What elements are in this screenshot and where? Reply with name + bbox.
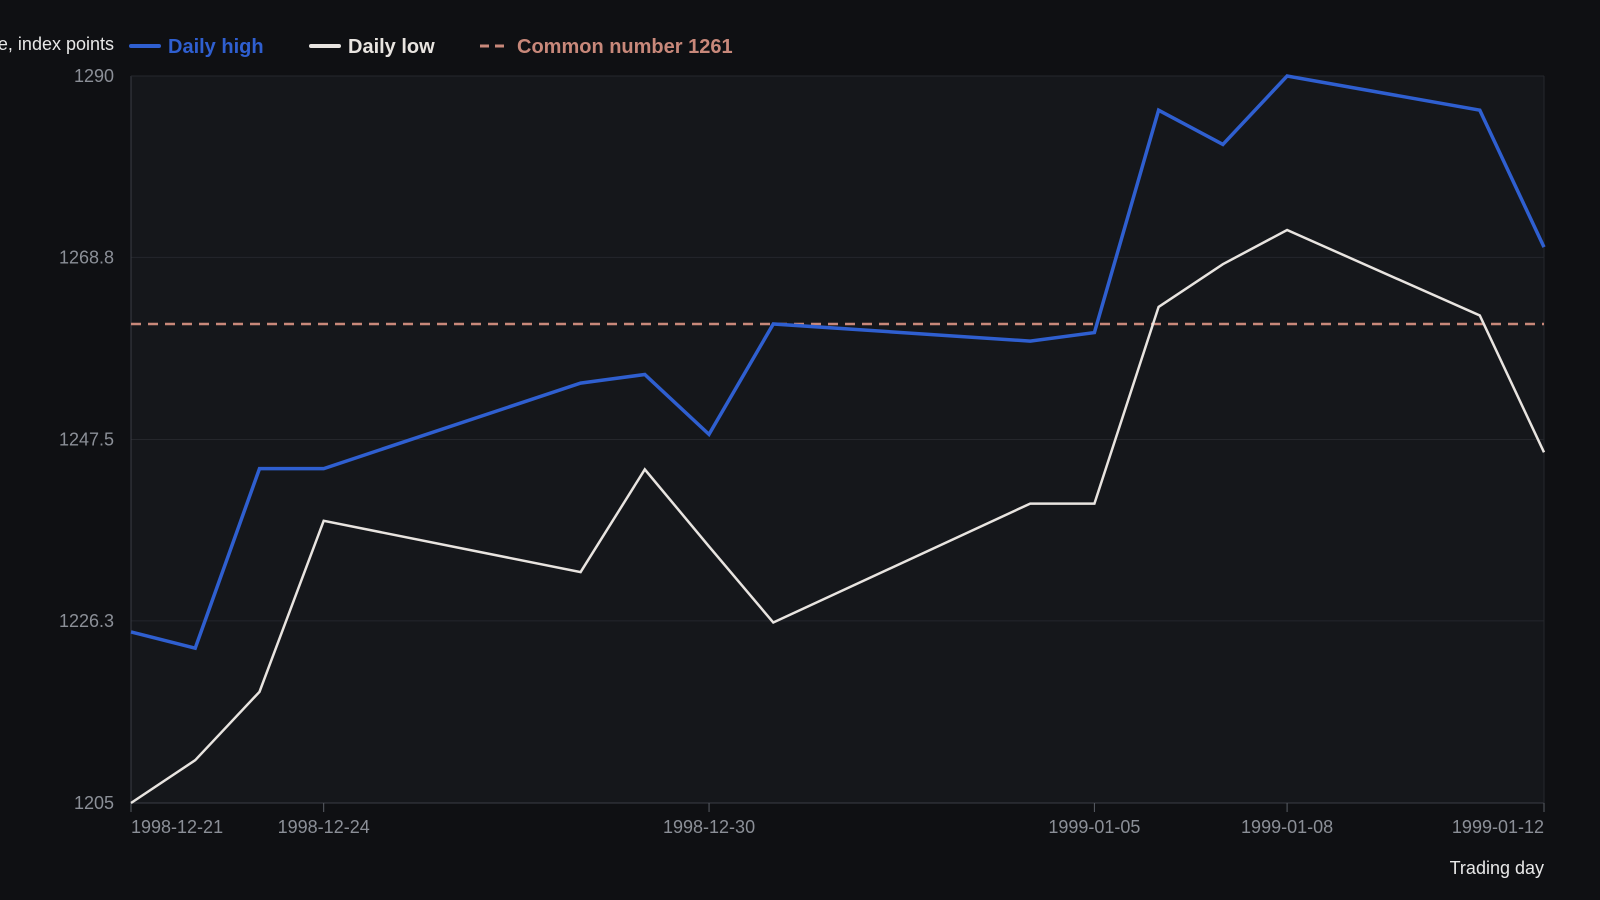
legend: Daily high Daily low Common number 1261 [129,36,733,58]
legend-label-reference: Common number 1261 [517,36,733,58]
x-tick-label: 1998-12-30 [663,817,755,837]
x-tick-label: 1999-01-05 [1048,817,1140,837]
legend-item-reference: Common number 1261 [480,36,733,58]
x-tick-label: 1999-01-12 [1452,817,1544,837]
series-layer [130,74,1546,805]
x-tick-label: 1998-12-24 [278,817,370,837]
y-tick-label: 1268.8 [59,247,114,267]
legend-label-daily-high: Daily high [168,36,264,58]
y-tick-label: 1290 [74,66,114,86]
legend-item-daily-high: Daily high [129,36,264,58]
legend-item-daily-low: Daily low [309,36,435,58]
series-line-daily-low [130,228,1546,805]
axis-layer: 1205 1226.3 1247.5 1268.8 1290 1998-12-21 1998… [59,66,1545,837]
series-line-daily-high [130,74,1546,651]
y-tick-label: 1205 [74,793,114,813]
y-axis-title: e, index points [0,34,114,54]
x-tick-label: 1998-12-21 [131,817,223,837]
y-tick-label: 1247.5 [59,430,114,450]
y-tick-label: 1226.3 [59,611,114,631]
x-tick-label: 1999-01-08 [1241,817,1333,837]
x-axis-title: Trading day [1450,858,1544,878]
legend-label-daily-low: Daily low [348,36,435,58]
